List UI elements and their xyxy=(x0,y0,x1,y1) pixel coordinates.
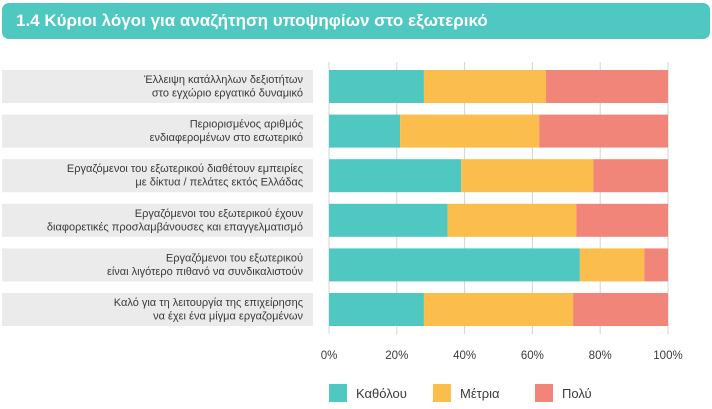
bar-segment xyxy=(579,248,645,282)
category-label-box xyxy=(2,159,313,193)
chart-title-bar: 1.4 Κύριοι λόγοι για αναζήτηση υποψηφίων… xyxy=(2,3,710,39)
category-label: Εργαζόμενοι του εξωτερικού είναι λιγότερο… xyxy=(107,252,304,278)
legend-swatch xyxy=(433,384,451,402)
category-label-line: Περιορισμένος αριθμός xyxy=(190,119,303,131)
legend-swatch xyxy=(329,384,347,402)
bar-segment xyxy=(593,159,668,193)
category-label-line: Εργαζόμενοι του εξωτερικού έχουν xyxy=(135,208,304,220)
x-tick-label: 0% xyxy=(321,350,338,362)
bar-segment xyxy=(461,159,594,193)
bar-segment xyxy=(545,70,668,103)
category-label-box xyxy=(2,293,313,326)
x-tick-label: 100% xyxy=(653,350,682,362)
category-label: Εργαζόμενοι του εξωτερικού έχουν διαφορετ… xyxy=(47,208,304,234)
category-label-line: να έχει ένα μίγμα εργαζομένων xyxy=(153,311,303,323)
category-label-line: Καλό για τη λειτουργία της επιχείρησης xyxy=(114,297,303,309)
bar-segment xyxy=(329,248,580,282)
legend-label: Καθόλου xyxy=(356,386,407,401)
category-label-line: Έλλειψη κατάλληλων δεξιοτήτων xyxy=(143,74,303,86)
category-label-box xyxy=(2,248,313,282)
category-label-box xyxy=(2,203,313,237)
bar-segment xyxy=(576,203,668,237)
category-label-line: Εργαζόμενοι του εξωτερικού xyxy=(166,252,303,264)
x-tick-label: 40% xyxy=(453,350,476,362)
legend-label: Μέτρια xyxy=(460,386,500,401)
x-tick-label: 80% xyxy=(589,350,612,362)
bar-segment xyxy=(400,114,540,148)
bar-segment xyxy=(329,203,448,237)
category-label: Εργαζόμενοι του εξωτερικού διαθέτουν εμπ… xyxy=(67,163,303,189)
category-label-line: ενδιαφερομένων στο εσωτερικό xyxy=(150,132,303,144)
bar-segment xyxy=(644,248,668,282)
bar-segment xyxy=(329,293,424,326)
category-label-line: με δίκτυα / πελάτες εκτός Ελλάδας xyxy=(135,177,303,189)
bar-segment xyxy=(329,114,401,148)
bar-segment xyxy=(573,293,668,326)
bar-segment xyxy=(329,70,424,103)
category-label-line: Εργαζόμενοι του εξωτερικού διαθέτουν εμπ… xyxy=(67,163,303,175)
bar-segment xyxy=(423,70,546,103)
category-label-line: στο εγχώριο εργατικό δυναμικό xyxy=(152,88,303,100)
chart-title: 1.4 Κύριοι λόγοι για αναζήτηση υποψηφίων… xyxy=(16,11,488,30)
category-label: Καλό για τη λειτουργία της επιχείρησης να… xyxy=(114,297,304,323)
x-tick-label: 20% xyxy=(385,350,408,362)
category-label-box xyxy=(2,114,313,148)
category-label: Περιορισμένος αριθμός ενδιαφερομένων στο … xyxy=(150,119,303,145)
bar-segment xyxy=(539,114,668,148)
x-tick-label: 60% xyxy=(521,350,544,362)
bar-segment xyxy=(329,159,462,193)
category-label: Έλλειψη κατάλληλων δεξιοτήτων στο εγχώριο… xyxy=(143,74,303,100)
bar-segment xyxy=(423,293,574,326)
legend-swatch xyxy=(535,384,553,402)
legend-label: Πολύ xyxy=(562,386,592,401)
bar-segment xyxy=(447,203,577,237)
category-label-line: είναι λιγότερο πιθανό να συνδικαλιστούν xyxy=(107,266,304,278)
category-label-line: διαφορετικές προσλαμβάνουσες και επαγγελ… xyxy=(47,221,303,233)
category-label-box xyxy=(2,70,313,103)
